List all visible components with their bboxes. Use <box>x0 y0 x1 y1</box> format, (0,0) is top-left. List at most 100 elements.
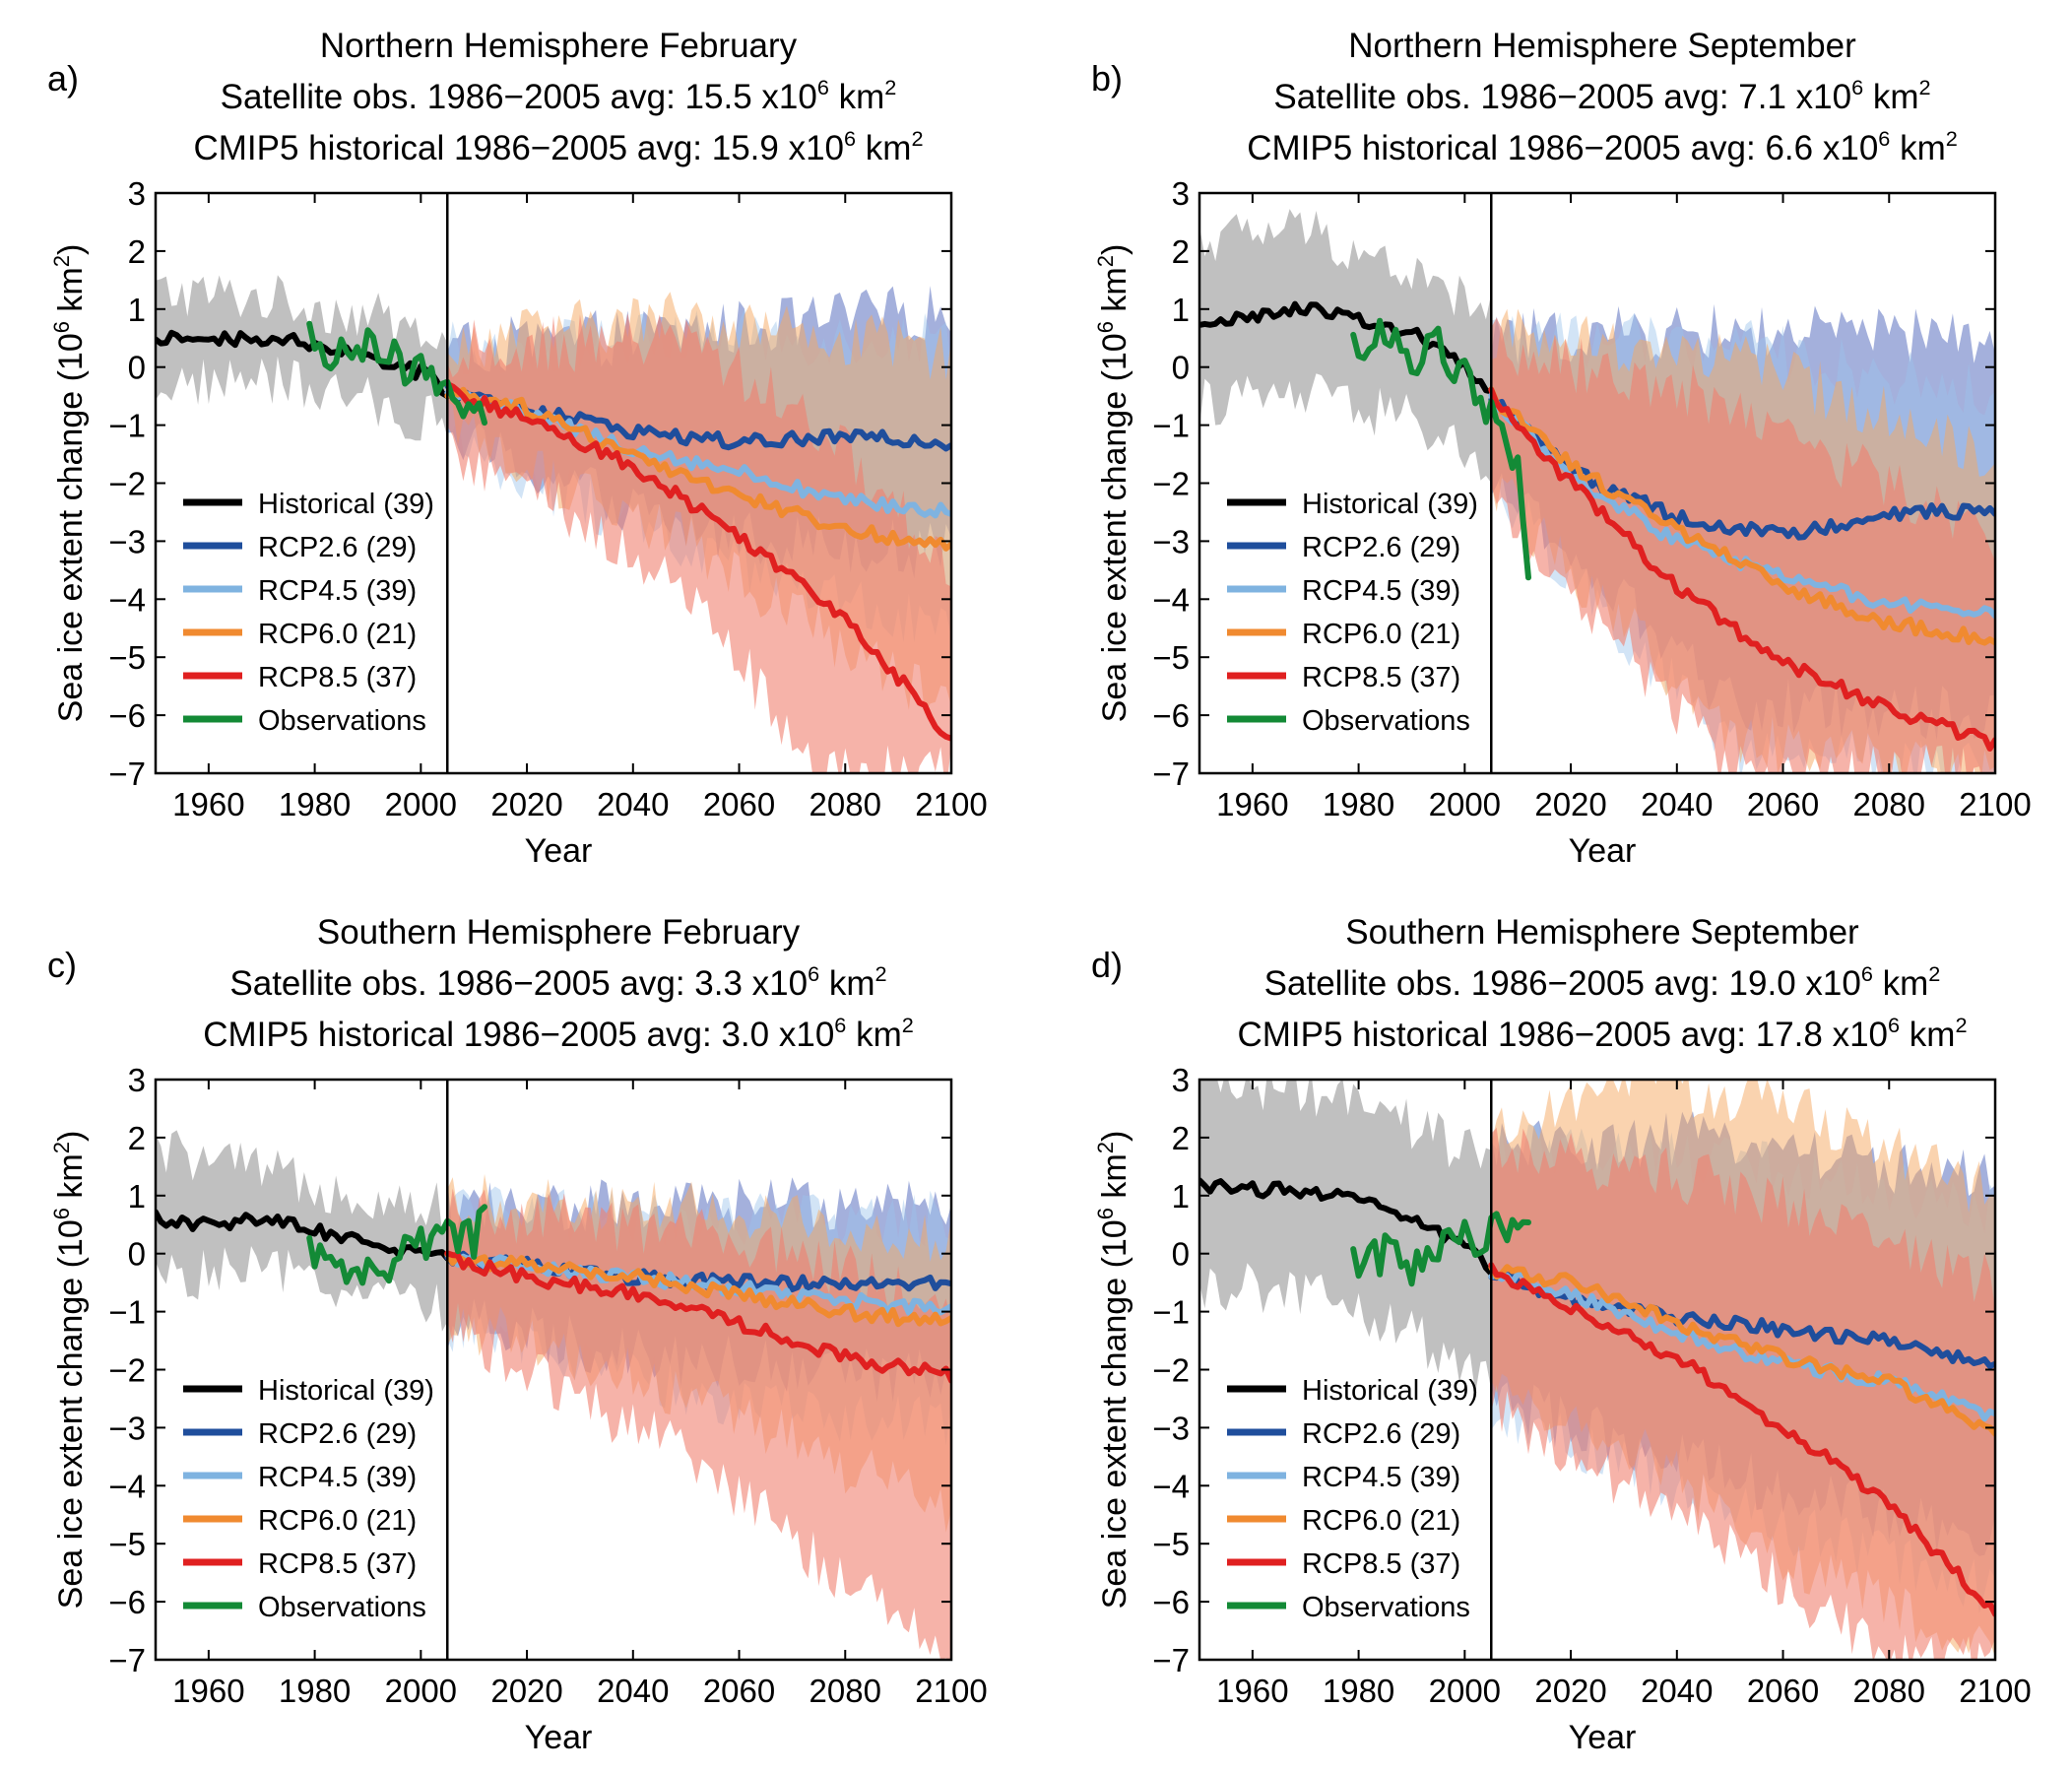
legend-label: RCP2.6 (29) <box>258 532 417 563</box>
y-tick-label: 2 <box>128 1120 146 1156</box>
legend-label: RCP8.5 (37) <box>1302 1548 1460 1580</box>
y-tick-label: −3 <box>1152 1410 1190 1446</box>
x-tick-label: 1980 <box>279 786 351 822</box>
chart-title: Southern Hemisphere February <box>317 913 801 952</box>
y-tick-label: 1 <box>1172 292 1190 328</box>
y-tick-label: −6 <box>1152 1584 1190 1620</box>
series-line-rcp60 <box>1488 386 1995 646</box>
chart-title: Southern Hemisphere September <box>1345 913 1859 952</box>
x-tick-label: 2000 <box>385 1673 457 1709</box>
series-line-observations <box>306 1204 487 1286</box>
y-tick-label: 3 <box>128 175 146 212</box>
legend-label: RCP4.5 (39) <box>258 575 417 607</box>
y-tick-label: 1 <box>1172 1178 1190 1215</box>
y-tick-label: −3 <box>108 1410 146 1446</box>
panel-label: d) <box>1091 945 1123 985</box>
series-line-rcp60 <box>444 386 951 552</box>
plot-area <box>1199 209 1995 773</box>
chart-panel-3: 1960 1980 2000 2020 2040 2060 2080 2100 3 2 1 0 −1 −2… <box>47 913 988 1756</box>
chart-subtitle-cmip5: CMIP5 historical 1986−2005 avg: 3.0 x106… <box>203 1013 914 1054</box>
x-tick-label: 2020 <box>490 1673 562 1709</box>
series-line-rcp60 <box>1488 1264 1995 1437</box>
legend-label: RCP4.5 (39) <box>1302 1462 1460 1493</box>
series-line-rcp26 <box>1488 396 1995 541</box>
x-tick-label: 2000 <box>385 786 457 822</box>
plot-area <box>156 275 951 773</box>
series-line-observations <box>1350 317 1531 581</box>
y-tick-label: −6 <box>108 1584 146 1620</box>
y-tick-label: −3 <box>1152 523 1190 559</box>
y-tick-label: 2 <box>1172 1120 1190 1156</box>
chart-subtitle-cmip5: CMIP5 historical 1986−2005 avg: 6.6 x106… <box>1247 126 1958 167</box>
x-tick-label: 2020 <box>490 786 562 822</box>
y-axis-label: Sea ice extent change (106 km2) <box>49 244 90 723</box>
y-tick-label: −7 <box>108 756 146 792</box>
panel-label: b) <box>1091 58 1123 99</box>
band-historical <box>156 275 448 441</box>
y-tick-label: 0 <box>1172 1236 1190 1273</box>
y-tick-label: −6 <box>1152 697 1190 734</box>
legend-label: RCP2.6 (29) <box>258 1418 417 1450</box>
legend-label: Observations <box>1302 705 1470 737</box>
x-tick-label: 2080 <box>1853 1673 1925 1709</box>
band-rcp85 <box>1491 317 1995 773</box>
x-axis-label: Year <box>525 1719 593 1756</box>
plot-area <box>156 1130 951 1660</box>
y-tick-label: −2 <box>1152 466 1190 502</box>
band-historical <box>1199 209 1492 484</box>
x-tick-label: 1980 <box>279 1673 351 1709</box>
chart-subtitle-cmip5: CMIP5 historical 1986−2005 avg: 17.8 x10… <box>1237 1013 1967 1054</box>
x-tick-label: 1980 <box>1323 1673 1394 1709</box>
x-tick-label: 1960 <box>1216 1673 1288 1709</box>
panel-label: c) <box>47 945 77 985</box>
y-tick-label: 1 <box>128 1178 146 1215</box>
chart-title: Northern Hemisphere September <box>1348 27 1856 65</box>
y-tick-label: −7 <box>1152 756 1190 792</box>
y-tick-label: 1 <box>128 292 146 328</box>
y-tick-label: −2 <box>1152 1352 1190 1389</box>
y-tick-label: −4 <box>108 581 146 618</box>
y-tick-label: 3 <box>1172 175 1190 212</box>
legend-label: RCP6.0 (21) <box>258 619 417 650</box>
legend-label: Historical (39) <box>258 489 434 520</box>
y-tick-label: −4 <box>108 1468 146 1504</box>
legend-label: RCP2.6 (29) <box>1302 1418 1460 1450</box>
x-tick-label: 2060 <box>703 1673 775 1709</box>
y-tick-label: −1 <box>108 1294 146 1331</box>
band-rcp85 <box>1491 1127 1995 1660</box>
y-tick-label: −4 <box>1152 581 1190 618</box>
x-tick-label: 2080 <box>1853 786 1925 822</box>
chart-subtitle-satellite: Satellite obs. 1986−2005 avg: 7.1 x106 k… <box>1273 75 1930 116</box>
y-tick-label: −5 <box>1152 639 1190 676</box>
y-tick-label: −5 <box>1152 1526 1190 1562</box>
x-axis-label: Year <box>1569 1719 1637 1756</box>
x-tick-label: 2020 <box>1534 786 1606 822</box>
y-tick-label: −7 <box>1152 1642 1190 1678</box>
band-historical <box>1199 1080 1492 1394</box>
x-tick-label: 2060 <box>703 786 775 822</box>
x-tick-label: 2100 <box>1959 1673 2031 1709</box>
y-tick-label: −3 <box>108 523 146 559</box>
legend-label: Historical (39) <box>1302 1375 1478 1407</box>
band-rcp85 <box>447 1188 951 1660</box>
chart-title: Northern Hemisphere February <box>320 27 798 65</box>
x-tick-label: 2060 <box>1747 786 1819 822</box>
y-tick-label: −1 <box>1152 1294 1190 1331</box>
series-line-rcp45 <box>1488 1271 1995 1422</box>
x-tick-label: 2040 <box>597 786 669 822</box>
y-tick-label: −6 <box>108 697 146 734</box>
y-tick-label: −5 <box>108 639 146 676</box>
x-axis-label: Year <box>525 832 593 870</box>
x-tick-label: 1980 <box>1323 786 1394 822</box>
y-tick-label: −4 <box>1152 1468 1190 1504</box>
series-line-rcp85 <box>1488 1262 1995 1617</box>
series-line-rcp45 <box>444 1251 951 1316</box>
x-tick-label: 2080 <box>809 1673 881 1709</box>
x-tick-label: 2100 <box>1959 786 2031 822</box>
x-tick-label: 1960 <box>172 1673 244 1709</box>
legend-label: Historical (39) <box>258 1375 434 1407</box>
x-tick-label: 2040 <box>1641 1673 1713 1709</box>
y-axis-label: Sea ice extent change (106 km2) <box>1093 244 1133 723</box>
